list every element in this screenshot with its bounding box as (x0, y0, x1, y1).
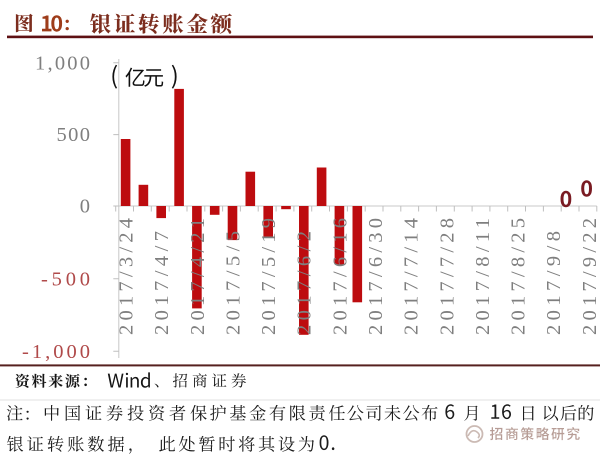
svg-text:2017/9/8: 2017/9/8 (543, 231, 565, 335)
svg-text:-1,000: -1,000 (22, 341, 90, 363)
svg-text:2017/4/7: 2017/4/7 (151, 231, 173, 335)
svg-text:500: 500 (57, 124, 91, 146)
svg-text:2017/5/5: 2017/5/5 (222, 231, 244, 335)
svg-text:1,000: 1,000 (35, 52, 90, 74)
svg-text:2017/6/16: 2017/6/16 (329, 218, 351, 335)
svg-text:0: 0 (80, 196, 90, 218)
svg-text:2017/5/19: 2017/5/19 (258, 218, 280, 335)
svg-text:2017/7/28: 2017/7/28 (436, 218, 458, 335)
svg-text:2017/6/30: 2017/6/30 (365, 218, 387, 335)
svg-text:2017/7/14: 2017/7/14 (401, 218, 423, 335)
svg-text:2017/8/25: 2017/8/25 (508, 218, 530, 335)
svg-text:2017/9/22: 2017/9/22 (579, 218, 600, 335)
svg-text:2017/4/21: 2017/4/21 (187, 218, 209, 335)
svg-text:2017/8/11: 2017/8/11 (472, 218, 494, 335)
svg-text:2017/3/24: 2017/3/24 (116, 218, 138, 335)
svg-text:2017/6/2: 2017/6/2 (294, 231, 316, 335)
